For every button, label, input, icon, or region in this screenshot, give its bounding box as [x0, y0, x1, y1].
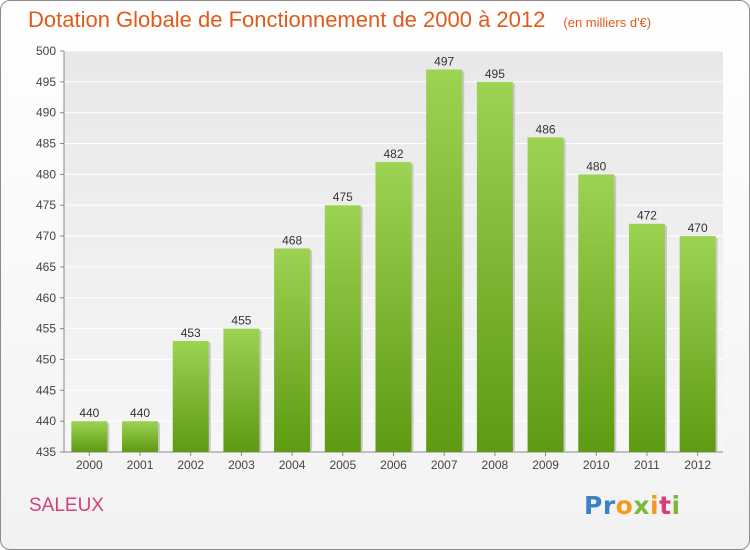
y-tick-label: 475	[36, 198, 56, 212]
data-label: 440	[130, 406, 150, 420]
data-label: 486	[536, 122, 556, 136]
bar	[274, 248, 311, 452]
x-tick-label: 2009	[532, 458, 559, 472]
x-tick-label: 2011	[634, 458, 660, 472]
logo-letter: o	[615, 491, 634, 520]
x-tick-label: 2004	[279, 458, 306, 472]
bar	[578, 174, 615, 452]
data-label: 470	[688, 221, 708, 235]
bar	[679, 236, 716, 452]
data-label: 453	[181, 326, 201, 340]
logo-letter: x	[633, 491, 650, 520]
x-tick-label: 2000	[76, 458, 103, 472]
logo-letter: t	[659, 491, 672, 520]
place-name: SALEUX	[29, 495, 104, 516]
x-tick-label: 2010	[583, 458, 610, 472]
y-tick-label: 485	[36, 137, 56, 151]
proxiti-logo: Proxiti	[584, 491, 681, 520]
bar	[71, 421, 108, 452]
y-tick-label: 495	[36, 75, 56, 89]
y-tick-label: 445	[36, 383, 56, 397]
x-tick-label: 2012	[684, 458, 711, 472]
data-label: 455	[231, 314, 251, 328]
data-label: 480	[586, 159, 606, 173]
y-tick-label: 435	[36, 445, 56, 459]
y-tick-label: 500	[36, 44, 56, 58]
x-tick-label: 2008	[482, 458, 509, 472]
y-tick-label: 460	[36, 291, 56, 305]
x-tick-label: 2007	[431, 458, 458, 472]
bar	[324, 205, 361, 452]
bar	[426, 69, 463, 452]
data-label: 440	[79, 406, 99, 420]
bar	[223, 328, 260, 452]
bar	[375, 162, 412, 453]
chart-title: Dotation Globale de Fonctionnement de 20…	[28, 7, 546, 32]
logo-letter: i	[671, 491, 681, 520]
bar	[476, 81, 513, 452]
x-tick-label: 2002	[177, 458, 204, 472]
chart-subtitle: (en milliers d'€)	[563, 15, 652, 30]
bar	[527, 137, 564, 452]
x-tick-label: 2003	[228, 458, 255, 472]
bar	[628, 223, 665, 452]
logo-letter: r	[602, 491, 616, 520]
data-label: 472	[637, 209, 657, 223]
y-tick-label: 470	[36, 229, 56, 243]
logo-letter: i	[650, 491, 660, 520]
y-tick-label: 465	[36, 260, 56, 274]
logo-letter: P	[584, 491, 603, 520]
bar	[122, 421, 159, 452]
data-label: 482	[383, 147, 403, 161]
x-tick-label: 2006	[380, 458, 407, 472]
data-label: 468	[282, 233, 302, 247]
data-label: 495	[485, 67, 505, 81]
data-label: 475	[333, 190, 353, 204]
y-tick-label: 440	[36, 414, 56, 428]
x-tick-label: 2005	[329, 458, 356, 472]
data-label: 497	[434, 55, 454, 69]
x-tick-label: 2001	[127, 458, 154, 472]
y-tick-label: 455	[36, 322, 56, 336]
y-tick-label: 480	[36, 167, 56, 181]
chart-header: Dotation Globale de Fonctionnement de 20…	[28, 7, 651, 33]
bar	[172, 340, 209, 452]
y-tick-label: 490	[36, 106, 56, 120]
y-tick-label: 450	[36, 352, 56, 366]
